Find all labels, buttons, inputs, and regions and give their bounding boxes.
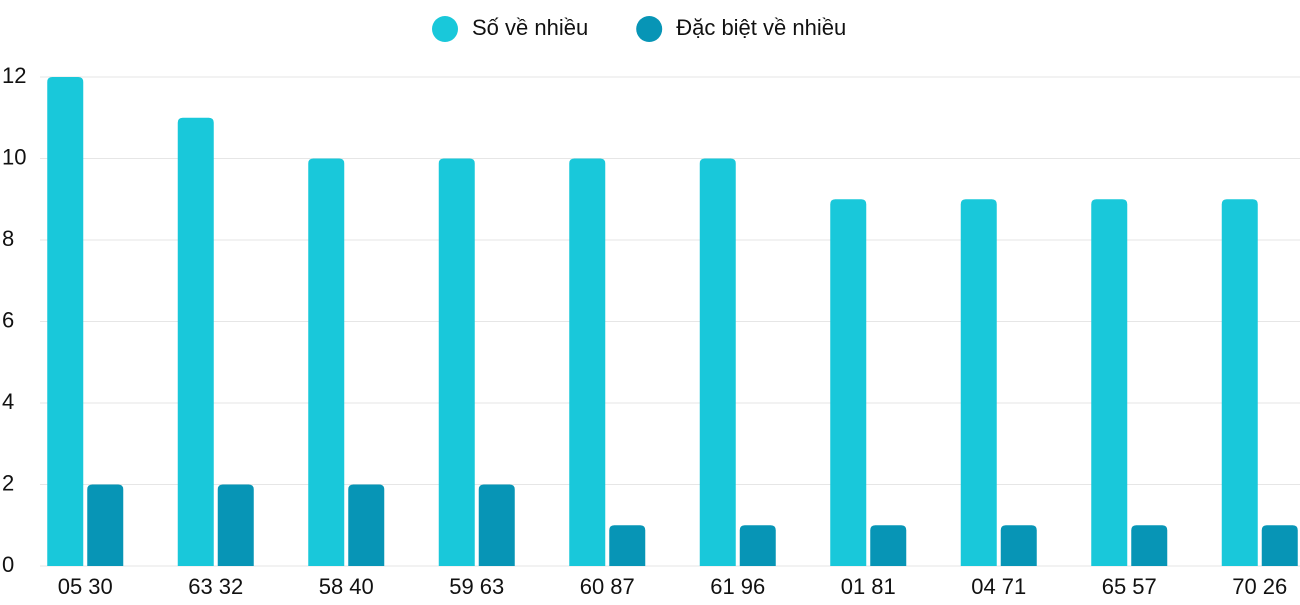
bar <box>1221 199 1258 566</box>
y-tick-label: 6 <box>2 307 14 332</box>
x-tick-label: 70 26 <box>1232 574 1287 599</box>
legend-marker <box>432 16 458 42</box>
y-tick-label: 8 <box>2 226 14 251</box>
bar <box>739 525 776 566</box>
x-tick-label: 04 71 <box>971 574 1026 599</box>
y-tick-label: 12 <box>2 63 26 88</box>
bar <box>960 199 997 566</box>
bar <box>87 484 124 566</box>
bar <box>47 77 84 566</box>
bar <box>177 117 214 566</box>
legend-marker <box>636 16 663 42</box>
bar <box>830 199 867 566</box>
bar <box>870 525 907 566</box>
x-tick-label: 61 96 <box>710 574 765 599</box>
bar <box>478 484 515 566</box>
x-tick-label: 58 40 <box>319 574 374 599</box>
y-tick-label: 2 <box>2 470 14 495</box>
bar <box>348 484 385 566</box>
bar <box>609 525 646 566</box>
bar <box>699 158 736 566</box>
x-tick-label: 05 30 <box>58 574 113 599</box>
x-tick-label: 01 81 <box>841 574 896 599</box>
bar <box>1261 525 1298 566</box>
legend-label: Đặc biệt về nhiều <box>676 15 846 40</box>
bar <box>569 158 606 566</box>
bar <box>438 158 475 566</box>
bar <box>1131 525 1168 566</box>
bar <box>217 484 254 566</box>
y-tick-label: 10 <box>2 144 26 169</box>
x-tick-label: 65 57 <box>1102 574 1157 599</box>
bar <box>1091 199 1128 566</box>
y-tick-label: 4 <box>2 389 14 414</box>
bar <box>1000 525 1037 566</box>
y-tick-label: 0 <box>2 552 14 577</box>
x-tick-label: 59 63 <box>449 574 504 599</box>
x-tick-label: 60 87 <box>580 574 635 599</box>
legend-label: Số về nhiều <box>472 15 588 40</box>
x-tick-label: 63 32 <box>188 574 243 599</box>
bar <box>308 158 345 566</box>
